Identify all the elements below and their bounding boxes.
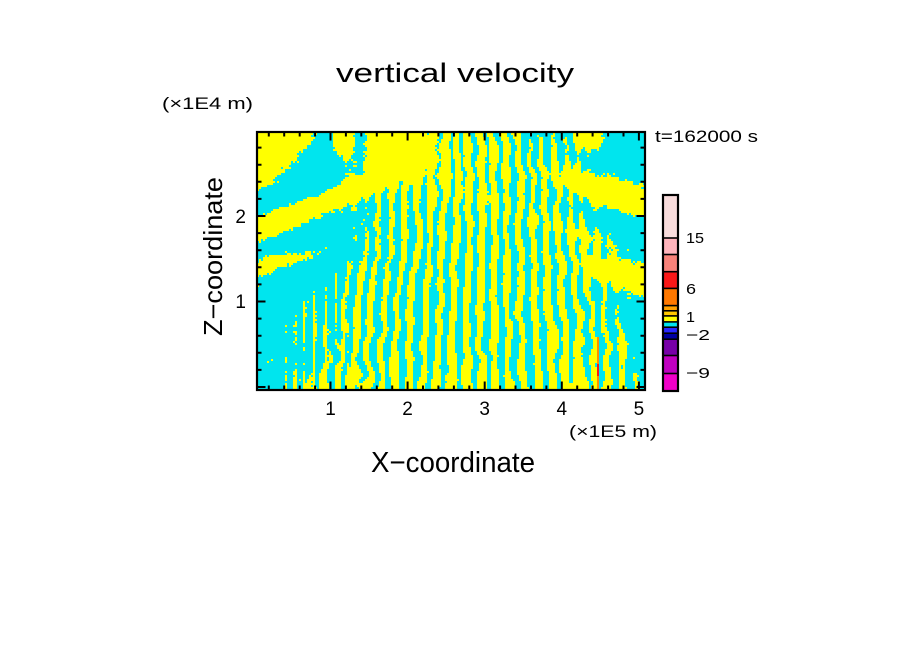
svg-text:3: 3	[479, 399, 490, 420]
svg-text:1: 1	[686, 309, 695, 326]
svg-text:t=162000 s: t=162000 s	[655, 127, 758, 146]
svg-text:4: 4	[557, 399, 568, 420]
svg-text:X−coordinate: X−coordinate	[371, 447, 535, 479]
svg-text:−2: −2	[686, 327, 710, 344]
svg-text:vertical velocity: vertical velocity	[336, 58, 575, 88]
svg-text:15: 15	[686, 230, 704, 247]
svg-text:1: 1	[325, 399, 336, 420]
svg-text:2: 2	[402, 399, 413, 420]
svg-text:−9: −9	[686, 365, 710, 382]
svg-text:2: 2	[235, 207, 246, 228]
svg-text:5: 5	[634, 399, 645, 420]
svg-text:(×1E5 m): (×1E5 m)	[569, 422, 657, 441]
svg-text:Z−coordinate: Z−coordinate	[198, 177, 228, 336]
svg-text:1: 1	[235, 292, 246, 313]
svg-text:(×1E4 m): (×1E4 m)	[162, 94, 253, 113]
svg-text:6: 6	[686, 281, 696, 298]
